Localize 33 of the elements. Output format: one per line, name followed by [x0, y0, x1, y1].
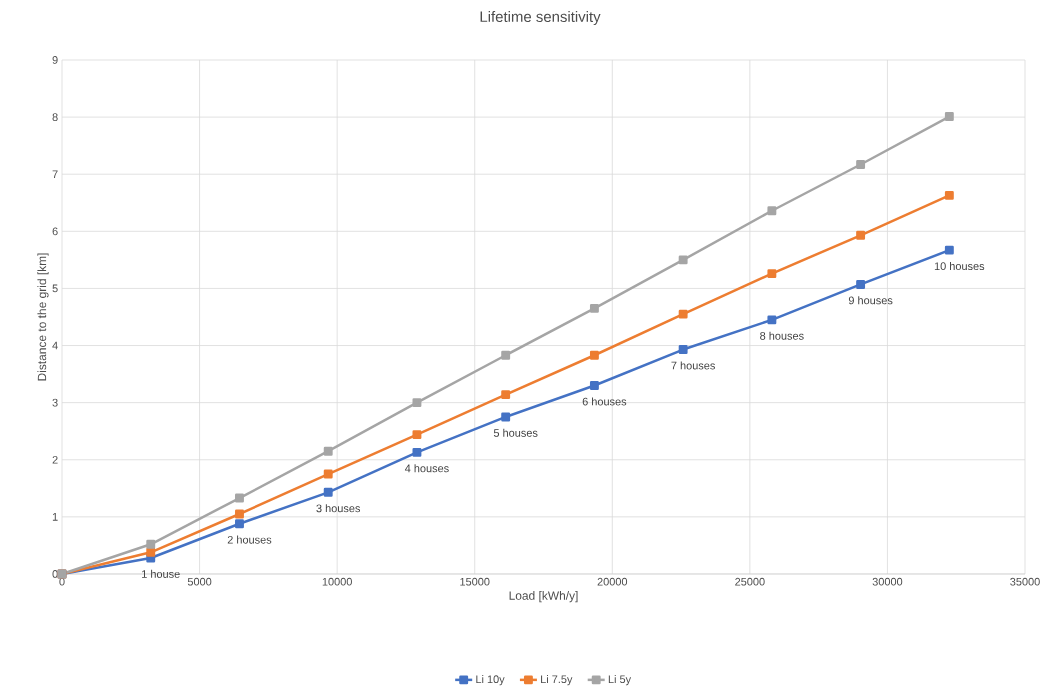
x-tick-label: 35000: [1010, 577, 1040, 586]
annotation: 4 houses: [404, 464, 449, 473]
y-tick-label: 2: [52, 455, 58, 464]
y-axis-title: Distance to the grid [km]: [37, 253, 49, 381]
x-tick-label: 10000: [322, 577, 352, 586]
annotation: 9 houses: [848, 296, 893, 305]
chart-title: Lifetime sensitivity: [480, 11, 601, 25]
legend-label: Li 10y: [476, 675, 505, 686]
annotation: 3 houses: [316, 504, 361, 513]
y-tick-label: 6: [52, 227, 58, 236]
x-tick-label: 15000: [460, 577, 490, 586]
annotation: 2 houses: [227, 535, 272, 544]
y-tick-label: 4: [52, 341, 58, 350]
x-tick-label: 5000: [187, 577, 212, 586]
legend-label: Li 7.5y: [541, 675, 573, 686]
legend-label: Li 5y: [608, 675, 632, 686]
annotation: 10 houses: [934, 262, 985, 271]
y-tick-label: 9: [52, 56, 58, 64]
annotation: 6 houses: [582, 397, 627, 406]
y-tick-label: 1: [52, 513, 58, 521]
y-tick-label: 5: [52, 284, 58, 293]
x-axis-title: Load [kWh/y]: [509, 591, 578, 603]
x-tick-label: 25000: [735, 577, 765, 586]
annotation: 8 houses: [760, 331, 804, 340]
annotation: 5 houses: [493, 428, 538, 437]
annotation: 7 houses: [671, 361, 715, 370]
y-tick-label: 3: [52, 398, 58, 407]
y-tick-label: 7: [52, 170, 58, 178]
x-tick-label: 30000: [872, 577, 903, 586]
annotation: 1 house: [142, 569, 180, 578]
x-tick-label: 0: [59, 577, 65, 586]
y-tick-label: 8: [52, 113, 58, 121]
x-tick-label: 20000: [597, 577, 628, 586]
